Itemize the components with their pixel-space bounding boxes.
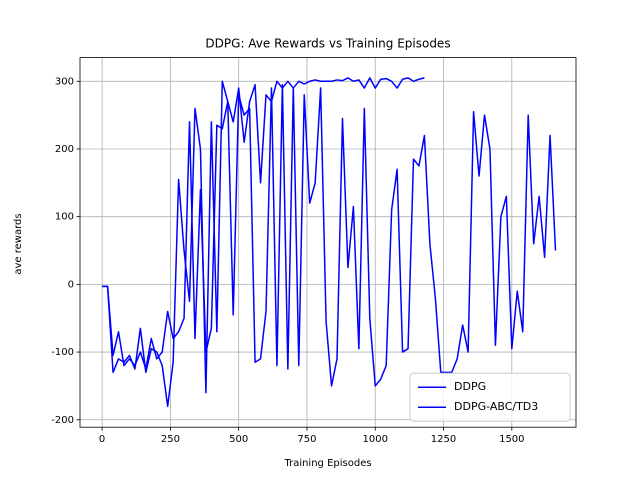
y-axis-label: ave rewards [13,213,24,274]
plot-area [102,77,557,407]
legend-label: DDPG-ABC/TD3 [454,400,538,413]
x-tick-label: 250 [161,434,180,445]
x-axis-label: Training Episodes [283,458,371,469]
x-tick-label: 1000 [363,434,388,445]
y-tick-label: 0 [68,279,74,290]
legend-label: DDPG [454,380,486,393]
x-tick-label: 750 [297,434,316,445]
x-tick-label: 1250 [431,434,456,445]
y-tick-label: 300 [55,76,74,87]
x-tick-label: 500 [229,434,248,445]
legend-box [409,372,571,422]
y-tick-label: -200 [51,415,74,426]
x-tick-label: 0 [99,434,105,445]
legend: DDPG DDPG-ABC/TD3 [409,372,571,422]
y-tick-label: 200 [55,144,74,155]
y-tick-label: 100 [55,212,74,223]
chart-title: DDPG: Ave Rewards vs Training Episodes [205,37,450,51]
axes-frame [79,57,577,428]
series-line [102,80,557,407]
series-line [102,77,425,370]
x-tick-label: 1500 [499,434,524,445]
ticks: 0 250 500 750 1000 1250 1500 -200 -100 0 100 200 300 [51,76,524,445]
y-tick-label: -100 [51,347,74,358]
